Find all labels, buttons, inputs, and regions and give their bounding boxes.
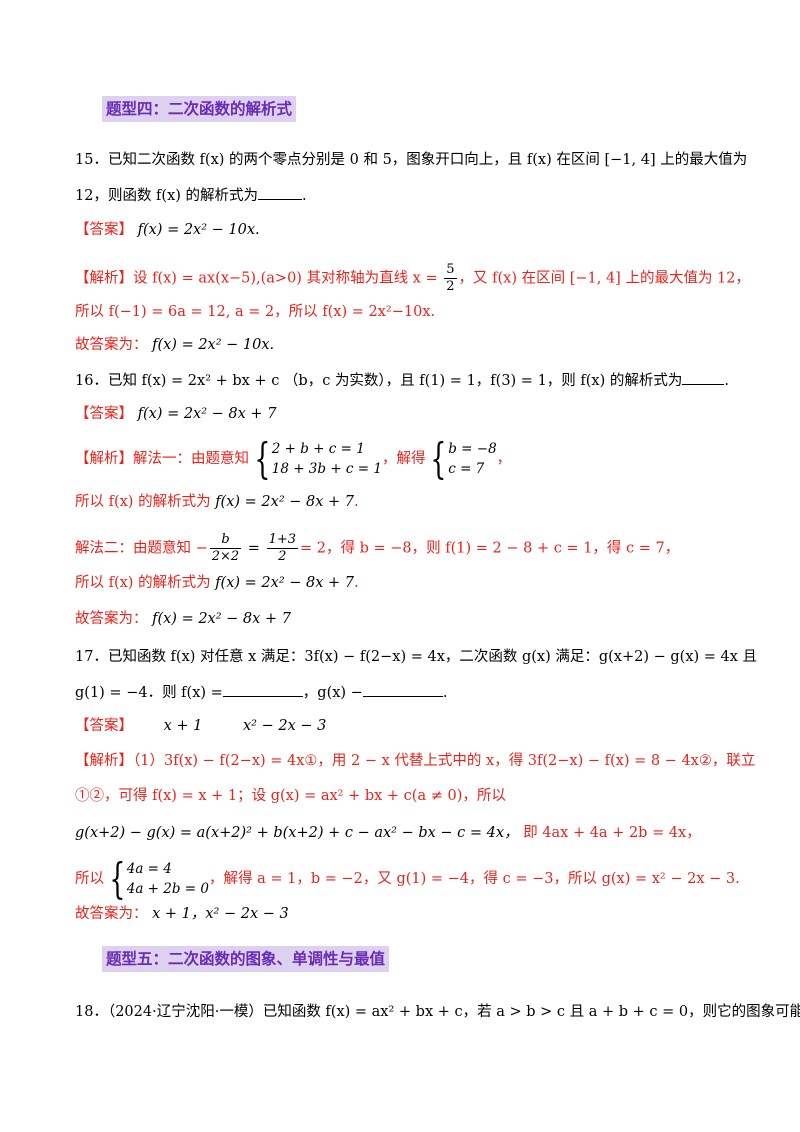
q17-line-1: 17．已知函数 f(x) 对任意 x 满足：3f(x) − f(2−x) = 4… — [75, 649, 758, 665]
q16-method-1-result: 所以 f(x) 的解析式为 f(x) = 2x² − 8x + 7. — [75, 494, 359, 510]
q17-explanation-3: g(x+2) − g(x) = a(x+2)² + b(x+2) + c − a… — [75, 823, 701, 843]
q17-explanation-4: 所以{4a = 4 4a + 2b = 0 ，解得 a = 1，b = −2，又 g… — [75, 858, 740, 900]
solution-system: b = −8 c = 7 — [448, 441, 497, 477]
q16-method-2: 解法二：由题意知 − b 2×2 = 1+3 2 = 2，得 b = −8，则 f(1)… — [75, 532, 680, 564]
q17-explanation-1: 【解析】（1）3f(x) − f(2−x) = 4x①，用 2 − x 代替上式… — [75, 751, 755, 771]
q15-explanation-2: 所以 f(−1) = 6a = 12, a = 2，所以 f(x) = 2x²−… — [75, 304, 436, 320]
method-2-label: 解法二：由题意知 − — [75, 540, 208, 557]
final-expression: f(x) = 2x² − 10x. — [152, 337, 275, 353]
result-label: 所以 f(x) 的解析式为 — [75, 575, 211, 591]
explanation-text-cont: ，又 f(x) 在区间 [−1, 4] 上的最大值为 12， — [458, 270, 751, 287]
q16-method-1: 【解析】解法一：由题意知{2 + b + c = 1 18 + 3b + c = … — [75, 438, 511, 480]
q15-answer: 【答案】 f(x) = 2x² − 10x. — [75, 220, 260, 240]
answer-tag: 【答案】 — [75, 718, 133, 734]
explanation-text: （1）3f(x) − f(2−x) = 4x①，用 2 − x 代替上式中的 x… — [133, 753, 756, 769]
q18-line-1: 18．（2024·辽宁沈阳·一模）已知函数 f(x) = ax² + bx + … — [75, 1004, 800, 1020]
brace-icon: { — [254, 434, 271, 483]
q16-final: 故答案为： f(x) = 2x² − 8x + 7 — [75, 609, 291, 629]
q17-text: g(1) = −4．则 f(x) = — [75, 685, 223, 701]
fraction: b 2×2 — [209, 532, 242, 564]
equation-system: 2 + b + c = 1 18 + 3b + c = 1 — [271, 441, 382, 477]
solve-label: ，解得 — [381, 451, 426, 467]
q15-explanation-1: 【解析】设 f(x) = ax(x−5),(a>0) 其对称轴为直线 x = 5… — [75, 262, 750, 295]
expansion-result: 即 4ax + 4a + 2b = 4x， — [523, 825, 701, 841]
method-2-text: = 2，得 b = −8，则 f(1) = 2 − 8 + c = 1，得 c … — [300, 540, 680, 557]
q16-answer: 【答案】 f(x) = 2x² − 8x + 7 — [75, 404, 276, 424]
answer-expression: f(x) = 2x² − 8x + 7 — [137, 406, 277, 422]
answer-blank-f[interactable] — [222, 682, 303, 697]
brace-icon: { — [430, 434, 447, 483]
q15-line-2: 12，则函数 f(x) 的解析式为. — [75, 185, 307, 206]
q17-answer: 【答案】 x + 1 x² − 2x − 3 — [75, 716, 326, 736]
q16-text: 16．已知 f(x) = 2x² + bx + c （b，c 为实数），且 f(… — [75, 373, 683, 389]
result-label: 所以 f(x) 的解析式为 — [75, 494, 211, 510]
final-expression: x + 1，x² − 2x − 3 — [152, 906, 289, 922]
result-expression: f(x) = 2x² − 8x + 7 — [215, 494, 354, 510]
answer-f: x + 1 — [163, 718, 203, 734]
q17-explanation-2: ①②，可得 f(x) = x + 1；设 g(x) = ax² + bx + c… — [75, 788, 506, 804]
section-heading-5: 题型五：二次函数的图象、单调性与最值 — [102, 946, 390, 972]
result-expression: f(x) = 2x² − 8x + 7 — [215, 575, 354, 591]
explanation-tag: 【解析】 — [75, 753, 133, 769]
equation-system: 4a = 4 4a + 2b = 0 — [126, 861, 209, 897]
answer-g: x² − 2x − 3 — [243, 718, 327, 734]
answer-blank[interactable] — [258, 185, 303, 200]
answer-blank-g[interactable] — [362, 682, 443, 697]
q17-line-2: g(1) = −4．则 f(x) = ，g(x) −. — [75, 682, 447, 703]
answer-expression: f(x) = 2x² − 10x. — [137, 222, 260, 238]
answer-tag: 【答案】 — [75, 222, 133, 238]
q15-line-1: 15．已知二次函数 f(x) 的两个零点分别是 0 和 5，图象开口向上，且 f… — [75, 152, 748, 168]
solution-text: ，解得 a = 1，b = −2，又 g(1) = −4，得 c = −3，所以… — [208, 871, 740, 887]
comma: ， — [496, 451, 512, 467]
final-label: 故答案为： — [75, 337, 148, 353]
q16-line-1: 16．已知 f(x) = 2x² + bx + c （b，c 为实数），且 f(… — [75, 370, 729, 391]
fraction: 1+3 2 — [266, 532, 299, 564]
explanation-text: 设 f(x) = ax(x−5),(a>0) 其对称轴为直线 x = — [133, 270, 438, 287]
expansion: g(x+2) − g(x) = a(x+2)² + b(x+2) + c − a… — [75, 825, 519, 841]
q15-final: 故答案为： f(x) = 2x² − 10x. — [75, 335, 274, 355]
q17-final: 故答案为： x + 1，x² − 2x − 3 — [75, 904, 289, 924]
final-label: 故答案为： — [75, 906, 148, 922]
so-label: 所以 — [75, 871, 104, 887]
explanation-tag: 【解析】 — [75, 451, 133, 467]
final-label: 故答案为： — [75, 611, 148, 627]
method-1-label: 解法一：由题意知 — [133, 451, 249, 467]
final-expression: f(x) = 2x² − 8x + 7 — [152, 611, 291, 627]
answer-tag: 【答案】 — [75, 406, 133, 422]
q16-method-2-result: 所以 f(x) 的解析式为 f(x) = 2x² − 8x + 7. — [75, 575, 359, 591]
brace-icon: { — [109, 854, 126, 903]
q15-line-2-text: 12，则函数 f(x) 的解析式为 — [75, 188, 259, 204]
q17-text-2: ，g(x) − — [302, 685, 363, 701]
explanation-tag: 【解析】 — [75, 270, 133, 287]
section-heading-4: 题型四：二次函数的解析式 — [102, 96, 297, 122]
answer-blank[interactable] — [682, 370, 725, 385]
